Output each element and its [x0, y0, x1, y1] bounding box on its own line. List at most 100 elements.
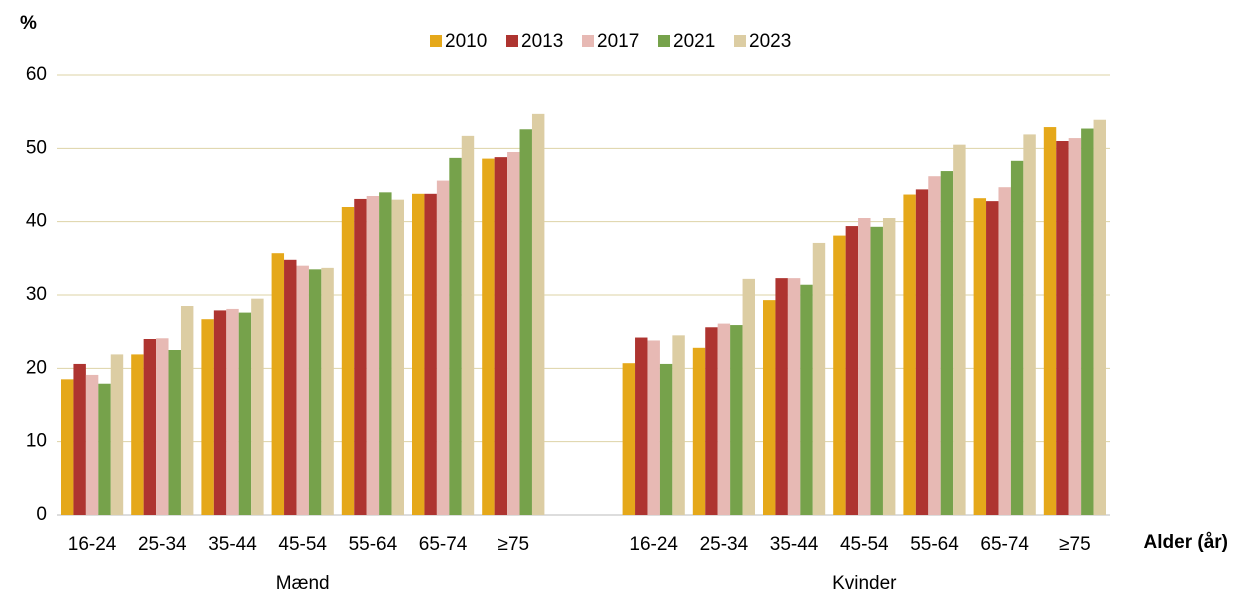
x-tick-label: 25-34 — [138, 534, 187, 555]
bar — [870, 226, 883, 516]
legend-label: 2021 — [673, 31, 715, 52]
bar — [412, 193, 425, 516]
legend-label: 2023 — [749, 31, 791, 52]
x-tick-label: 35-44 — [208, 534, 257, 555]
bar — [238, 312, 252, 515]
bar — [321, 267, 334, 515]
bar — [226, 308, 239, 515]
bar — [928, 176, 941, 515]
bar — [692, 347, 706, 515]
bar — [672, 335, 685, 515]
bar — [833, 235, 846, 515]
y-tick-label: 50 — [26, 137, 47, 158]
x-tick-label: ≥75 — [1059, 534, 1091, 555]
bar — [366, 196, 380, 515]
bar — [61, 379, 74, 515]
y-tick-label: 30 — [26, 284, 47, 305]
legend-swatch — [582, 35, 594, 47]
bar — [1010, 160, 1024, 516]
bar — [1056, 141, 1069, 515]
bar — [519, 129, 532, 515]
bar — [461, 135, 475, 515]
bar — [787, 278, 801, 515]
x-tick-label: 16-24 — [68, 534, 117, 555]
bar — [180, 306, 194, 515]
bar — [424, 193, 437, 516]
bar — [635, 337, 648, 515]
bar — [730, 325, 743, 515]
bar — [775, 278, 788, 515]
bar — [251, 298, 264, 515]
x-tick-label: 65-74 — [980, 534, 1029, 555]
bar — [915, 189, 929, 515]
legend-label: 2017 — [597, 31, 639, 52]
group-label: Kvinder — [832, 573, 897, 594]
bar — [110, 354, 124, 515]
bar — [436, 180, 450, 515]
bar — [903, 194, 916, 516]
bar — [494, 157, 508, 515]
bar — [1093, 119, 1106, 515]
bar — [271, 253, 285, 515]
bar — [143, 339, 157, 515]
bar — [647, 340, 660, 515]
bar — [98, 383, 111, 515]
x-tick-label: 35-44 — [770, 534, 819, 555]
group-label: Mænd — [276, 573, 330, 594]
legend-swatch — [506, 35, 518, 47]
bar — [284, 259, 297, 515]
bar — [742, 278, 755, 515]
bar — [973, 198, 987, 515]
x-tick-label: 55-64 — [349, 534, 398, 555]
bar — [507, 152, 520, 515]
bar — [800, 284, 813, 515]
bar — [201, 319, 214, 515]
bar — [953, 144, 966, 515]
legend-swatch — [734, 35, 746, 47]
x-tick-label: 65-74 — [419, 534, 468, 555]
bar — [391, 199, 404, 515]
bar — [296, 265, 309, 515]
bar — [998, 187, 1011, 515]
y-tick-label: 10 — [26, 431, 47, 452]
bar — [858, 218, 871, 515]
bar — [213, 310, 227, 515]
y-tick-label: 0 — [36, 504, 47, 525]
bar — [354, 198, 367, 515]
x-tick-label: 45-54 — [840, 534, 889, 555]
bar — [763, 300, 776, 515]
bar — [156, 338, 169, 515]
bar — [705, 327, 718, 515]
bar — [482, 158, 495, 515]
bar — [131, 354, 144, 515]
legend-swatch — [430, 35, 442, 47]
bar — [986, 201, 999, 515]
legend-label: 2013 — [521, 31, 563, 52]
x-axis-label: Alder (år) — [1144, 532, 1228, 553]
x-tick-label: 45-54 — [278, 534, 327, 555]
x-tick-label: 25-34 — [700, 534, 749, 555]
bar — [717, 323, 731, 515]
bar — [1068, 138, 1082, 516]
y-tick-label: 20 — [26, 357, 47, 378]
legend-label: 2010 — [445, 31, 487, 52]
bar — [85, 374, 99, 515]
bar — [659, 363, 673, 515]
bar — [73, 363, 86, 515]
bar — [882, 218, 896, 515]
bar — [168, 350, 181, 515]
y-tick-label: 40 — [26, 211, 47, 232]
x-tick-label: 16-24 — [629, 534, 678, 555]
bar — [1081, 128, 1094, 516]
y-axis-label: % — [20, 13, 37, 34]
bar — [1023, 134, 1036, 515]
bar — [379, 192, 392, 516]
bar — [812, 242, 826, 515]
bar — [531, 113, 545, 515]
bar — [622, 363, 636, 515]
x-tick-label: 55-64 — [910, 534, 959, 555]
bar — [845, 226, 859, 516]
bar — [940, 171, 954, 516]
legend-swatch — [658, 35, 670, 47]
